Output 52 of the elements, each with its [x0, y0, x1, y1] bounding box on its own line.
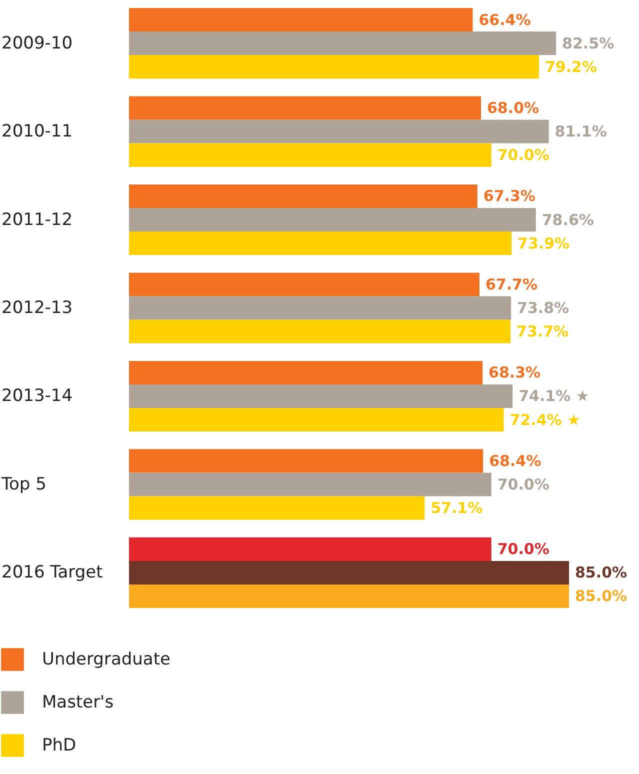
- y-tick-label: 2009-10: [2, 33, 73, 54]
- data-label: 79.2%: [544, 58, 598, 76]
- data-label: 57.1%: [430, 499, 483, 517]
- bar: [129, 296, 512, 320]
- data-label: 85.0%: [575, 564, 628, 582]
- data-label: 78.6%: [542, 210, 594, 229]
- y-tick-label: 2013-14: [2, 386, 73, 406]
- bar: [129, 184, 478, 208]
- bar: [129, 96, 481, 120]
- bar: [129, 496, 425, 520]
- data-label: 67.3%: [483, 187, 536, 206]
- data-label: 73.7%: [516, 322, 569, 341]
- bar: [129, 120, 549, 144]
- data-label: 73.8%: [517, 299, 570, 317]
- data-label: 81.1%: [554, 122, 607, 141]
- data-label: 74.1% ★: [518, 387, 590, 406]
- data-label: 67.7%: [485, 275, 538, 294]
- data-label: 68.3%: [488, 364, 541, 382]
- bar: [129, 8, 473, 32]
- data-label: 73.9%: [518, 234, 570, 252]
- data-label: 70.0%: [497, 146, 550, 164]
- bar: [129, 320, 511, 344]
- bar: [129, 584, 569, 608]
- y-tick-label: 2011-12: [2, 210, 73, 230]
- y-tick-label: 2010-11: [2, 122, 73, 142]
- data-label: 70.0%: [497, 475, 550, 494]
- bar: [129, 560, 569, 584]
- bar: [129, 272, 480, 296]
- y-tick-label: Top 5: [0, 474, 46, 494]
- legend-label: Master's: [42, 692, 114, 712]
- data-label: 66.4%: [478, 10, 531, 29]
- bar: [129, 208, 536, 232]
- bar: [129, 408, 504, 432]
- bar: [129, 449, 484, 473]
- bar: [129, 360, 483, 384]
- bar: [129, 55, 539, 79]
- bar: [129, 232, 512, 256]
- data-label: 70.0%: [497, 540, 550, 558]
- data-label: 85.0%: [575, 587, 628, 606]
- data-label: 68.0%: [487, 99, 540, 117]
- legend-label: PhD: [42, 736, 76, 756]
- bar: [129, 472, 492, 496]
- y-tick-label: 2016 Target: [2, 562, 104, 583]
- y-tick-label: 2012-13: [2, 298, 73, 318]
- data-label: 82.5%: [562, 34, 614, 52]
- bar: [129, 537, 492, 561]
- bar: [129, 143, 492, 167]
- data-label: 72.4% ★: [510, 410, 580, 429]
- legend-label: Undergraduate: [42, 650, 170, 670]
- data-label: 68.4%: [489, 452, 542, 470]
- bar: [129, 32, 556, 56]
- bar: [129, 384, 513, 408]
